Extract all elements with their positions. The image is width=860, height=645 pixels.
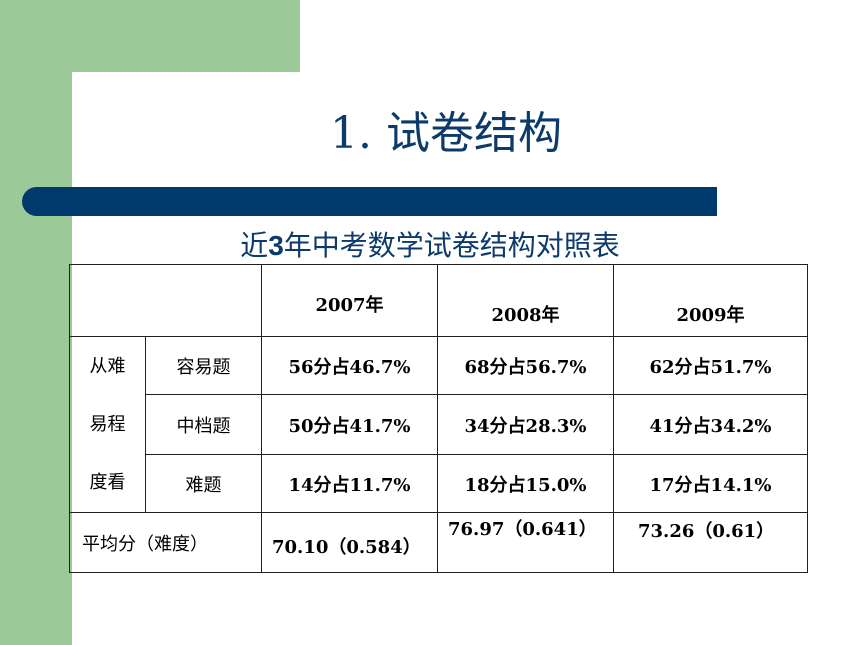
row-label-hard: 难题 bbox=[145, 454, 262, 513]
table-cell: 17分占14.1% bbox=[613, 454, 808, 513]
avg-2008: 76.97（0.641） bbox=[437, 512, 614, 573]
table-row: 从难易程度看 容易题 56分占46.7% 68分占56.7% 62分占51.7% bbox=[69, 336, 808, 513]
header-blank-cell bbox=[69, 264, 262, 337]
comparison-table: 2007年 2008年 2009年 从难易程度看 容易题 56分占46.7% 6… bbox=[69, 264, 808, 573]
table-cell: 34分占28.3% bbox=[437, 394, 614, 455]
avg-2009: 73.26（0.61） bbox=[613, 512, 808, 573]
table-row: 中档题 50分占41.7% 34分占28.3% 41分占34.2% bbox=[70, 394, 808, 455]
title-divider-bar bbox=[22, 187, 717, 216]
table-title: 近3年中考数学试卷结构对照表 bbox=[0, 224, 860, 264]
table-cell: 62分占51.7% bbox=[613, 336, 808, 395]
side-label-line: 度看 bbox=[89, 471, 126, 493]
table-row: 难题 14分占11.7% 18分占15.0% 17分占14.1% bbox=[70, 454, 808, 513]
table-title-pre: 近 bbox=[240, 229, 269, 262]
table-cell: 14分占11.7% bbox=[261, 454, 438, 513]
table-cell: 41分占34.2% bbox=[613, 394, 808, 455]
avg-2007: 70.10（0.584） bbox=[261, 512, 438, 573]
year-2009-header: 2009年 bbox=[613, 264, 808, 337]
side-label-line: 易程 bbox=[89, 413, 126, 435]
table-cell: 50分占41.7% bbox=[261, 394, 438, 455]
table-header-row: 2007年 2008年 2009年 bbox=[69, 264, 808, 337]
table-title-post: 年中考数学试卷结构对照表 bbox=[283, 229, 620, 262]
left-green-band bbox=[0, 0, 72, 645]
table-cell: 56分占46.7% bbox=[261, 336, 438, 395]
difficulty-side-label: 从难 易程 度看 bbox=[69, 336, 146, 513]
average-label: 平均分（难度） bbox=[69, 512, 262, 573]
row-label-medium: 中档题 bbox=[145, 394, 262, 455]
side-label-line: 从难 bbox=[89, 355, 126, 377]
year-2007-header: 2007年 bbox=[261, 264, 438, 337]
table-cell: 68分占56.7% bbox=[437, 336, 614, 395]
average-row: 平均分（难度） 70.10（0.584） 76.97（0.641） 73.26（… bbox=[69, 512, 808, 573]
slide-title: 1. 试卷结构 bbox=[330, 108, 562, 159]
table-cell: 18分占15.0% bbox=[437, 454, 614, 513]
top-green-band bbox=[0, 0, 300, 72]
table-title-number: 3 bbox=[268, 230, 284, 261]
row-label-easy: 容易题 bbox=[145, 336, 262, 395]
content-corner bbox=[72, 72, 192, 192]
year-2008-header: 2008年 bbox=[437, 264, 614, 337]
